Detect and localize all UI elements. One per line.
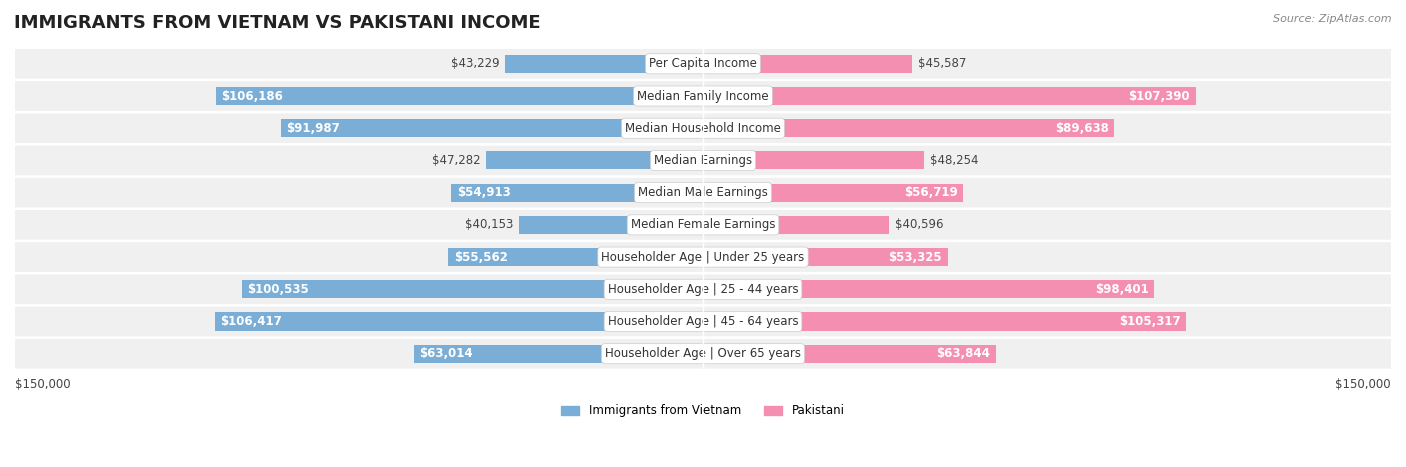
- Text: Householder Age | Over 65 years: Householder Age | Over 65 years: [605, 347, 801, 360]
- FancyBboxPatch shape: [15, 146, 1391, 175]
- Bar: [703, 184, 963, 202]
- Text: $98,401: $98,401: [1095, 283, 1149, 296]
- Text: $48,254: $48,254: [929, 154, 979, 167]
- Text: Median Household Income: Median Household Income: [626, 122, 780, 134]
- Text: Median Earnings: Median Earnings: [654, 154, 752, 167]
- Legend: Immigrants from Vietnam, Pakistani: Immigrants from Vietnam, Pakistani: [557, 399, 849, 422]
- Text: $106,186: $106,186: [222, 90, 284, 103]
- Bar: [703, 151, 924, 170]
- Text: $40,153: $40,153: [465, 219, 513, 231]
- Bar: [703, 248, 948, 266]
- FancyBboxPatch shape: [15, 81, 1391, 111]
- Bar: [703, 55, 912, 73]
- FancyBboxPatch shape: [15, 339, 1391, 368]
- Text: $55,562: $55,562: [454, 251, 508, 263]
- Bar: [703, 345, 995, 363]
- Bar: [703, 216, 889, 234]
- Bar: [242, 280, 703, 298]
- Bar: [486, 151, 703, 170]
- Bar: [281, 119, 703, 137]
- Bar: [703, 119, 1114, 137]
- Text: $53,325: $53,325: [889, 251, 942, 263]
- FancyBboxPatch shape: [15, 242, 1391, 272]
- Text: Householder Age | 45 - 64 years: Householder Age | 45 - 64 years: [607, 315, 799, 328]
- FancyBboxPatch shape: [15, 210, 1391, 240]
- Text: $45,587: $45,587: [918, 57, 966, 71]
- Text: $150,000: $150,000: [15, 378, 70, 391]
- Text: $105,317: $105,317: [1119, 315, 1181, 328]
- Text: Householder Age | 25 - 44 years: Householder Age | 25 - 44 years: [607, 283, 799, 296]
- Text: $106,417: $106,417: [221, 315, 283, 328]
- Text: $63,844: $63,844: [936, 347, 990, 360]
- Bar: [217, 87, 703, 105]
- FancyBboxPatch shape: [15, 113, 1391, 143]
- Text: $100,535: $100,535: [247, 283, 309, 296]
- Text: Per Capita Income: Per Capita Income: [650, 57, 756, 71]
- Bar: [703, 312, 1187, 331]
- Text: $40,596: $40,596: [894, 219, 943, 231]
- FancyBboxPatch shape: [15, 307, 1391, 336]
- Bar: [703, 280, 1154, 298]
- Bar: [215, 312, 703, 331]
- Text: $54,913: $54,913: [457, 186, 510, 199]
- Text: $107,390: $107,390: [1129, 90, 1189, 103]
- FancyBboxPatch shape: [15, 275, 1391, 304]
- Bar: [519, 216, 703, 234]
- Text: $89,638: $89,638: [1054, 122, 1109, 134]
- Bar: [413, 345, 703, 363]
- FancyBboxPatch shape: [15, 178, 1391, 207]
- Text: $63,014: $63,014: [419, 347, 472, 360]
- Text: $56,719: $56,719: [904, 186, 957, 199]
- Text: $150,000: $150,000: [1336, 378, 1391, 391]
- Text: Median Female Earnings: Median Female Earnings: [631, 219, 775, 231]
- Text: Median Male Earnings: Median Male Earnings: [638, 186, 768, 199]
- Text: $47,282: $47,282: [432, 154, 481, 167]
- FancyBboxPatch shape: [15, 49, 1391, 78]
- Text: IMMIGRANTS FROM VIETNAM VS PAKISTANI INCOME: IMMIGRANTS FROM VIETNAM VS PAKISTANI INC…: [14, 14, 541, 32]
- Text: $91,987: $91,987: [287, 122, 340, 134]
- Text: $43,229: $43,229: [450, 57, 499, 71]
- Bar: [505, 55, 703, 73]
- Bar: [703, 87, 1195, 105]
- Text: Source: ZipAtlas.com: Source: ZipAtlas.com: [1274, 14, 1392, 24]
- Text: Householder Age | Under 25 years: Householder Age | Under 25 years: [602, 251, 804, 263]
- Bar: [449, 248, 703, 266]
- Bar: [451, 184, 703, 202]
- Text: Median Family Income: Median Family Income: [637, 90, 769, 103]
